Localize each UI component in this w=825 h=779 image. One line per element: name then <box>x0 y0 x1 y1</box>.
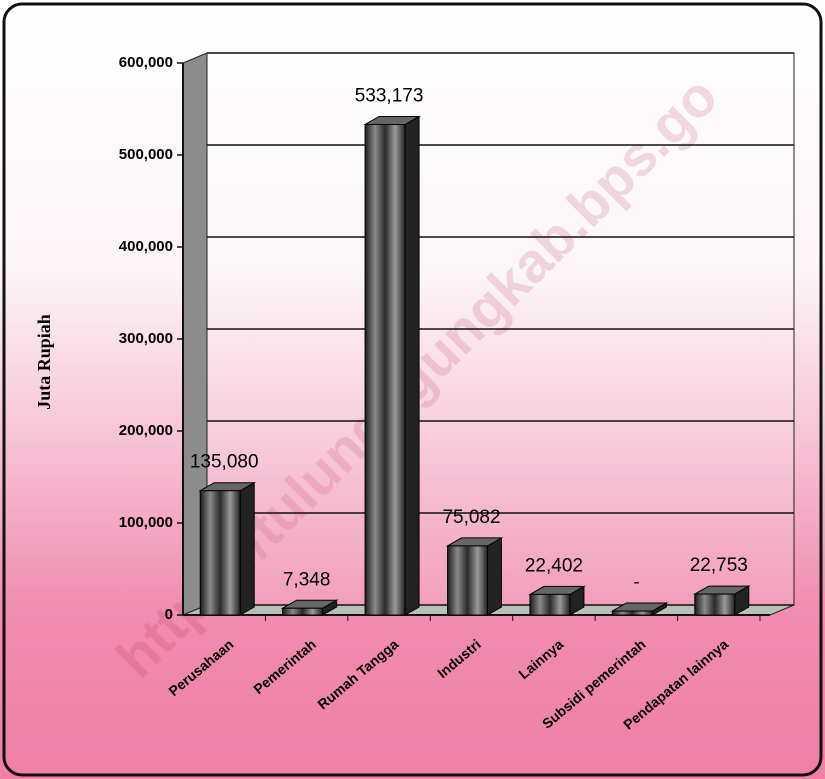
x-tick-label: Lainnya <box>515 636 566 682</box>
screenshot: Juta Rupiah https://tulungagungkab.bps.g… <box>0 0 825 779</box>
y-tick-label: 400,000 <box>119 238 173 255</box>
y-tick-label: 0 <box>165 606 173 623</box>
bar <box>612 611 652 615</box>
bar <box>365 124 405 615</box>
bar <box>448 546 488 615</box>
bar <box>283 608 323 615</box>
value-label: 7,348 <box>283 569 331 590</box>
x-tick-label: Rumah Tangga <box>314 636 401 713</box>
x-tick-label: Industri <box>434 636 484 681</box>
bar-side <box>488 538 502 615</box>
bar <box>200 491 240 615</box>
y-tick-label: 500,000 <box>119 146 173 163</box>
value-label: - <box>633 572 639 593</box>
value-label: 22,753 <box>690 555 748 576</box>
y-tick-label: 300,000 <box>119 330 173 347</box>
bar-side <box>405 116 419 615</box>
value-label: 533,173 <box>355 85 424 106</box>
value-label: 22,402 <box>525 555 583 576</box>
y-tick-label: 200,000 <box>119 422 173 439</box>
y-tick-label: 600,000 <box>119 54 173 71</box>
value-label: 135,080 <box>190 452 259 473</box>
bar-side <box>240 483 254 615</box>
value-label: 75,082 <box>442 507 500 528</box>
y-axis-label: Juta Rupiah <box>34 314 54 410</box>
bar <box>530 594 570 615</box>
bar <box>695 594 735 615</box>
y-tick-label: 100,000 <box>119 514 173 531</box>
x-tick-label: Pemerintah <box>250 636 319 697</box>
chart: Juta Rupiah https://tulungagungkab.bps.g… <box>0 0 825 779</box>
